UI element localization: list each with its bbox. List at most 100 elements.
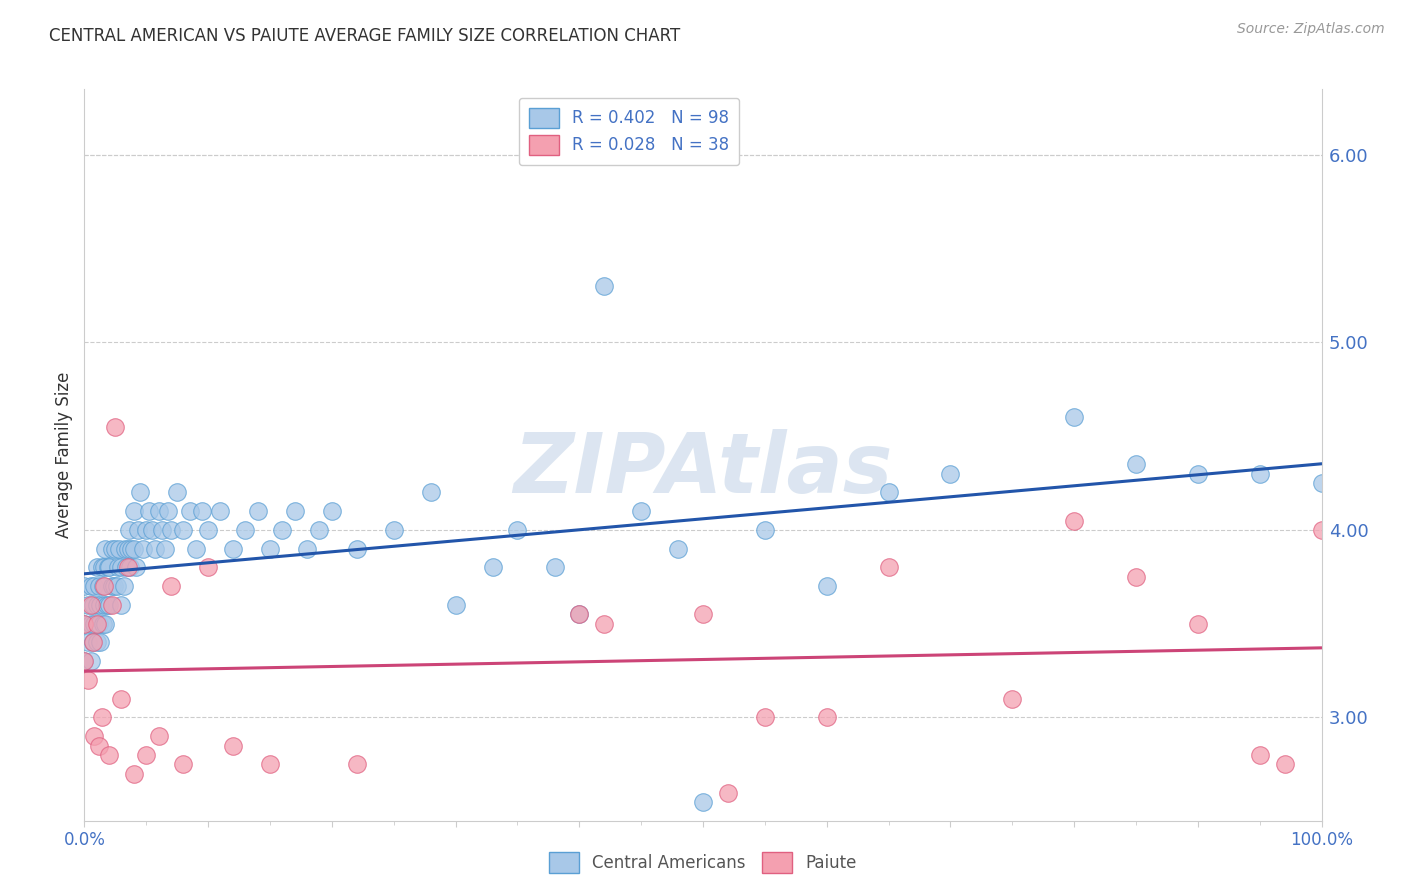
Point <box>77 635 100 649</box>
Point <box>222 541 245 556</box>
Point <box>122 504 145 518</box>
Point <box>86 635 108 649</box>
Point <box>160 579 183 593</box>
Point <box>79 616 101 631</box>
Point <box>939 467 962 481</box>
Point <box>346 757 368 772</box>
Point <box>321 504 343 518</box>
Point <box>98 598 121 612</box>
Point <box>73 654 96 668</box>
Point <box>94 541 117 556</box>
Point <box>115 560 138 574</box>
Point <box>1274 757 1296 772</box>
Point <box>1125 570 1147 584</box>
Point <box>114 541 136 556</box>
Point <box>89 739 111 753</box>
Point <box>73 654 96 668</box>
Point <box>82 635 104 649</box>
Point <box>593 279 616 293</box>
Point <box>89 579 111 593</box>
Point <box>1187 616 1209 631</box>
Point <box>79 598 101 612</box>
Point <box>148 504 170 518</box>
Point <box>93 579 115 593</box>
Point <box>1063 410 1085 425</box>
Point <box>117 560 139 574</box>
Point <box>112 579 135 593</box>
Point <box>82 598 104 612</box>
Point <box>630 504 652 518</box>
Point <box>105 579 128 593</box>
Point <box>153 541 176 556</box>
Point <box>93 598 115 612</box>
Point <box>543 560 565 574</box>
Point <box>222 739 245 753</box>
Point <box>141 523 163 537</box>
Point <box>86 616 108 631</box>
Point <box>86 598 108 612</box>
Point <box>754 523 776 537</box>
Point <box>118 523 141 537</box>
Point <box>666 541 689 556</box>
Point <box>90 560 112 574</box>
Point <box>90 710 112 724</box>
Point <box>91 579 114 593</box>
Point <box>77 673 100 687</box>
Point <box>122 541 145 556</box>
Point <box>1310 476 1333 491</box>
Point <box>877 485 900 500</box>
Point <box>172 757 194 772</box>
Point <box>100 579 122 593</box>
Point <box>346 541 368 556</box>
Point <box>79 654 101 668</box>
Point <box>82 635 104 649</box>
Point <box>308 523 330 537</box>
Point <box>93 560 115 574</box>
Point <box>1310 523 1333 537</box>
Point <box>191 504 214 518</box>
Point <box>79 579 101 593</box>
Point <box>815 579 838 593</box>
Point <box>382 523 405 537</box>
Legend: R = 0.402   N = 98, R = 0.028   N = 38: R = 0.402 N = 98, R = 0.028 N = 38 <box>519 97 740 165</box>
Point <box>179 504 201 518</box>
Point <box>98 560 121 574</box>
Point <box>568 607 591 622</box>
Point <box>259 757 281 772</box>
Text: ZIPAtlas: ZIPAtlas <box>513 429 893 510</box>
Point <box>135 747 157 762</box>
Point <box>444 598 467 612</box>
Point <box>120 541 142 556</box>
Point <box>1001 691 1024 706</box>
Point <box>94 616 117 631</box>
Point <box>295 541 318 556</box>
Point <box>150 523 173 537</box>
Point <box>73 579 96 593</box>
Point <box>246 504 269 518</box>
Point <box>104 541 127 556</box>
Point <box>103 579 125 593</box>
Point <box>271 523 294 537</box>
Point <box>138 504 160 518</box>
Point <box>89 635 111 649</box>
Point <box>160 523 183 537</box>
Point <box>107 560 129 574</box>
Point <box>73 616 96 631</box>
Point <box>96 598 118 612</box>
Point <box>125 560 148 574</box>
Point <box>1249 747 1271 762</box>
Point <box>135 523 157 537</box>
Point <box>73 616 96 631</box>
Point <box>91 616 114 631</box>
Point <box>129 485 152 500</box>
Point <box>481 560 503 574</box>
Point <box>172 523 194 537</box>
Point <box>568 607 591 622</box>
Legend: Central Americans, Paiute: Central Americans, Paiute <box>543 846 863 880</box>
Point <box>100 541 122 556</box>
Point <box>197 560 219 574</box>
Point <box>89 598 111 612</box>
Point <box>108 541 131 556</box>
Point <box>83 729 105 743</box>
Point <box>86 560 108 574</box>
